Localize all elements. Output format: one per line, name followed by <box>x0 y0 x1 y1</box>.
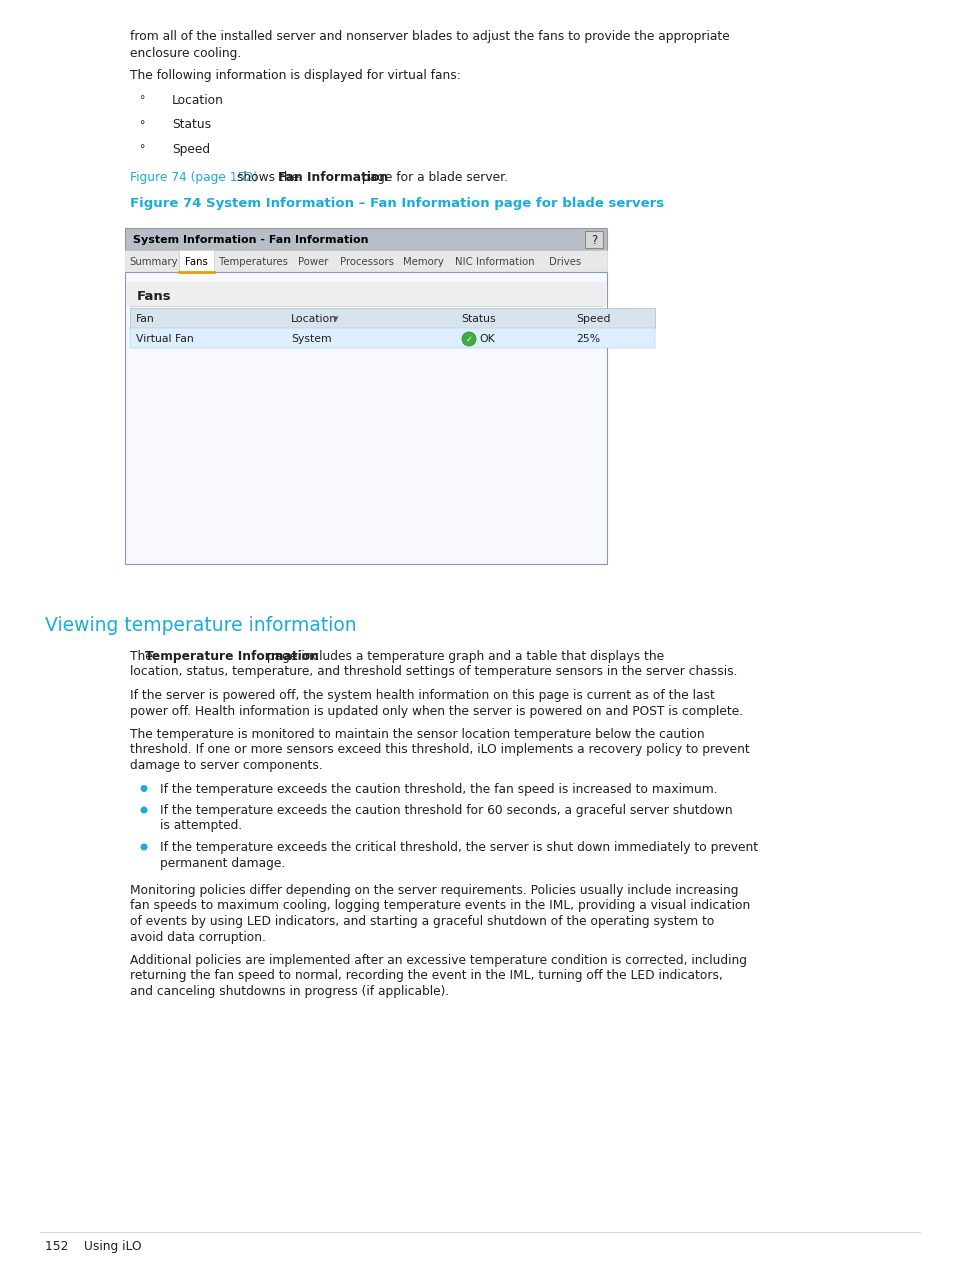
Text: shows the: shows the <box>233 172 303 184</box>
Text: Fans: Fans <box>137 290 172 302</box>
Text: threshold. If one or more sensors exceed this threshold, iLO implements a recove: threshold. If one or more sensors exceed… <box>130 744 749 756</box>
Text: Status: Status <box>460 314 496 324</box>
Text: Memory: Memory <box>403 257 443 267</box>
Text: °: ° <box>140 95 145 105</box>
Text: 152    Using iLO: 152 Using iLO <box>45 1240 141 1253</box>
Text: ?: ? <box>590 234 597 247</box>
Text: ▼: ▼ <box>333 316 338 322</box>
Text: Virtual Fan: Virtual Fan <box>136 334 193 344</box>
Text: Figure 74 System Information – Fan Information page for blade servers: Figure 74 System Information – Fan Infor… <box>130 197 663 211</box>
Bar <box>126 282 605 306</box>
Text: The: The <box>130 649 156 663</box>
Text: enclosure cooling.: enclosure cooling. <box>130 47 241 60</box>
Text: avoid data corruption.: avoid data corruption. <box>130 930 266 943</box>
Text: Summary: Summary <box>130 257 177 267</box>
Text: Speed: Speed <box>172 142 210 155</box>
Text: Additional policies are implemented after an excessive temperature condition is : Additional policies are implemented afte… <box>130 955 746 967</box>
Text: ✓: ✓ <box>465 334 472 343</box>
Text: If the server is powered off, the system health information on this page is curr: If the server is powered off, the system… <box>130 689 714 702</box>
Circle shape <box>461 332 476 346</box>
FancyBboxPatch shape <box>125 228 606 250</box>
Text: of events by using LED indicators, and starting a graceful shutdown of the opera: of events by using LED indicators, and s… <box>130 915 714 928</box>
Text: Monitoring policies differ depending on the server requirements. Policies usuall: Monitoring policies differ depending on … <box>130 885 738 897</box>
Text: Drives: Drives <box>549 257 580 267</box>
Text: System Information - Fan Information: System Information - Fan Information <box>132 235 368 245</box>
Text: power off. Health information is updated only when the server is powered on and : power off. Health information is updated… <box>130 704 742 718</box>
Text: Fan: Fan <box>136 314 154 324</box>
Text: The following information is displayed for virtual fans:: The following information is displayed f… <box>130 69 460 83</box>
Text: System: System <box>291 334 332 344</box>
Text: from all of the installed server and nonserver blades to adjust the fans to prov: from all of the installed server and non… <box>130 31 729 43</box>
FancyBboxPatch shape <box>125 272 606 564</box>
Text: Location: Location <box>172 94 224 107</box>
Text: location, status, temperature, and threshold settings of temperature sensors in : location, status, temperature, and thres… <box>130 666 737 679</box>
FancyBboxPatch shape <box>179 250 213 272</box>
Text: Temperatures: Temperatures <box>218 257 288 267</box>
Text: Power: Power <box>297 257 328 267</box>
Text: Fan Information: Fan Information <box>278 172 388 184</box>
Text: OK: OK <box>478 334 495 344</box>
Text: Viewing temperature information: Viewing temperature information <box>45 616 356 636</box>
Text: 25%: 25% <box>576 334 599 344</box>
Circle shape <box>140 844 148 850</box>
Text: Location: Location <box>291 314 336 324</box>
Text: If the temperature exceeds the critical threshold, the server is shut down immed: If the temperature exceeds the critical … <box>160 841 758 854</box>
Text: damage to server components.: damage to server components. <box>130 759 322 771</box>
Text: permanent damage.: permanent damage. <box>160 857 285 869</box>
FancyBboxPatch shape <box>584 231 602 248</box>
Circle shape <box>140 807 148 813</box>
Text: is attempted.: is attempted. <box>160 820 242 833</box>
Text: Processors: Processors <box>339 257 394 267</box>
Text: °: ° <box>140 119 145 130</box>
Text: NIC Information: NIC Information <box>455 257 534 267</box>
Text: If the temperature exceeds the caution threshold for 60 seconds, a graceful serv: If the temperature exceeds the caution t… <box>160 805 732 817</box>
Text: If the temperature exceeds the caution threshold, the fan speed is increased to : If the temperature exceeds the caution t… <box>160 783 717 796</box>
FancyBboxPatch shape <box>125 250 606 272</box>
Text: page includes a temperature graph and a table that displays the: page includes a temperature graph and a … <box>262 649 663 663</box>
Bar <box>130 328 655 348</box>
Text: The temperature is monitored to maintain the sensor location temperature below t: The temperature is monitored to maintain… <box>130 728 704 741</box>
Text: and canceling shutdowns in progress (if applicable).: and canceling shutdowns in progress (if … <box>130 985 449 998</box>
Text: Fans: Fans <box>185 257 208 267</box>
Text: Temperature Information: Temperature Information <box>145 649 319 663</box>
Text: Speed: Speed <box>576 314 610 324</box>
Text: page for a blade server.: page for a blade server. <box>357 172 507 184</box>
Text: Status: Status <box>172 118 211 131</box>
Text: returning the fan speed to normal, recording the event in the IML, turning off t: returning the fan speed to normal, recor… <box>130 970 722 982</box>
Text: fan speeds to maximum cooling, logging temperature events in the IML, providing : fan speeds to maximum cooling, logging t… <box>130 900 749 913</box>
Text: Figure 74 (page 152): Figure 74 (page 152) <box>130 172 257 184</box>
Circle shape <box>140 785 148 792</box>
Text: °: ° <box>140 145 145 155</box>
Bar <box>130 308 655 328</box>
